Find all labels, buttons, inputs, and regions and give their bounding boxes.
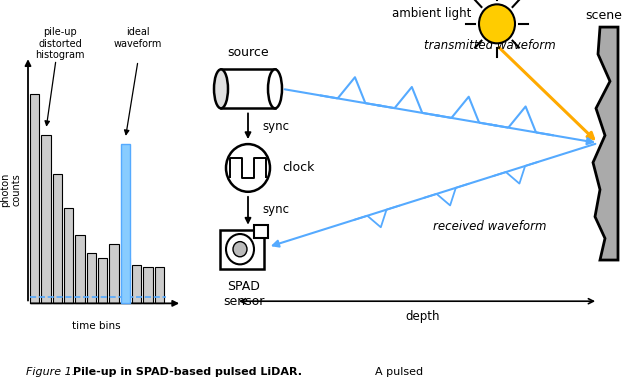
Text: sync: sync [262,203,289,216]
Bar [155,267,164,303]
Bar [221,69,275,108]
Circle shape [233,242,247,257]
Bar [254,226,268,239]
Bar [64,208,74,303]
Text: depth: depth [406,310,440,323]
Bar [98,258,108,303]
Bar [52,174,62,303]
Bar [42,135,51,303]
Text: sync: sync [262,120,289,133]
Bar [132,265,141,303]
Circle shape [226,144,270,192]
Text: photon
counts: photon counts [1,173,22,207]
Polygon shape [593,27,618,260]
Circle shape [226,234,254,264]
Circle shape [479,4,515,43]
Text: received waveform: received waveform [433,220,547,233]
Text: transmitted waveform: transmitted waveform [424,39,556,52]
Text: source: source [227,45,269,59]
Ellipse shape [214,69,228,108]
Text: ideal
waveform: ideal waveform [114,27,162,49]
Text: clock: clock [282,162,314,174]
Text: Pile-up in SPAD-based pulsed LiDAR.: Pile-up in SPAD-based pulsed LiDAR. [73,367,302,377]
Bar [30,94,39,303]
Text: sensor: sensor [223,295,265,308]
Bar [86,253,96,303]
Text: SPAD: SPAD [228,280,260,293]
Bar [76,235,84,303]
Bar [121,258,130,303]
Bar [143,267,152,303]
Text: time bins: time bins [72,321,120,331]
Text: pile-up
distorted
histogram: pile-up distorted histogram [35,27,84,60]
Text: ambient light: ambient light [392,6,471,19]
Text: scene: scene [586,9,623,22]
Text: Figure 1.: Figure 1. [26,367,82,377]
FancyBboxPatch shape [220,230,264,269]
Text: A pulsed: A pulsed [368,367,423,377]
Bar [121,144,130,303]
Ellipse shape [268,69,282,108]
Bar [109,244,118,303]
